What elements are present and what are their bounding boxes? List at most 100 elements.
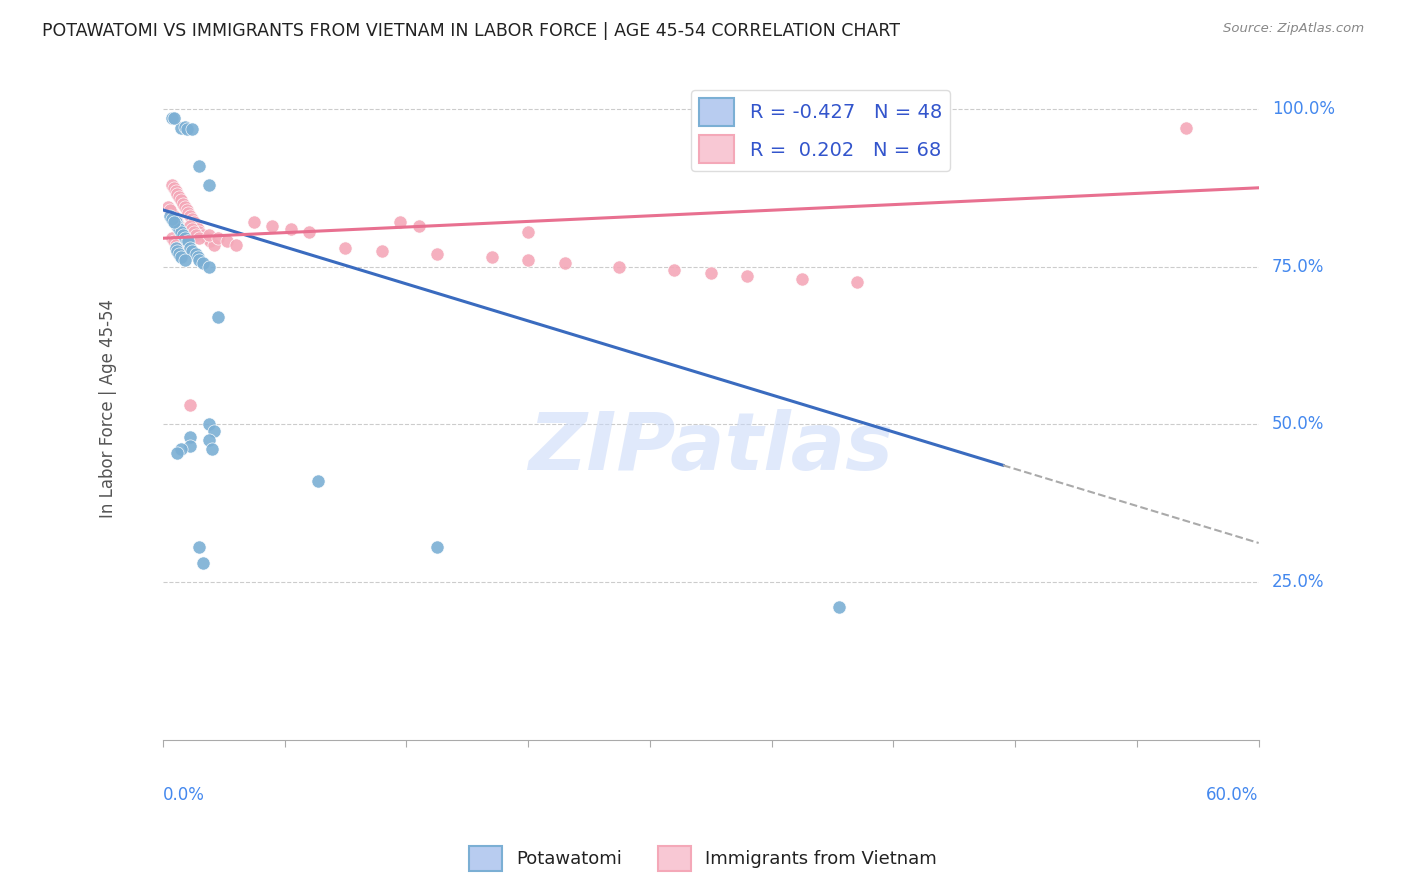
Point <box>181 122 204 136</box>
Point <box>207 310 229 324</box>
Point <box>163 112 186 126</box>
Point <box>177 206 200 220</box>
Point <box>371 244 394 258</box>
Point <box>166 244 188 258</box>
Point <box>169 221 191 235</box>
Point <box>225 237 247 252</box>
Point <box>179 219 201 233</box>
Point <box>191 256 214 270</box>
Point <box>159 202 181 217</box>
Text: 0.0%: 0.0% <box>163 786 205 804</box>
Point <box>389 215 412 229</box>
Point <box>173 200 195 214</box>
Point <box>169 247 191 261</box>
Point <box>165 241 187 255</box>
Legend: R = -0.427   N = 48, R =  0.202   N = 68: R = -0.427 N = 48, R = 0.202 N = 68 <box>692 90 949 170</box>
Point <box>188 159 211 173</box>
Point <box>169 190 191 204</box>
Point <box>609 260 631 274</box>
Point <box>187 250 209 264</box>
Point <box>426 540 449 554</box>
Text: 25.0%: 25.0% <box>1272 573 1324 591</box>
Point <box>179 241 201 255</box>
Text: Source: ZipAtlas.com: Source: ZipAtlas.com <box>1223 22 1364 36</box>
Point <box>184 228 207 243</box>
Point <box>172 228 194 243</box>
Point <box>166 219 188 233</box>
Point <box>200 235 222 249</box>
Point <box>298 225 321 239</box>
Point <box>160 206 183 220</box>
Point <box>188 231 211 245</box>
Point <box>517 225 540 239</box>
Point <box>160 178 183 192</box>
Text: ZIPatlas: ZIPatlas <box>529 409 893 487</box>
Point <box>165 212 187 227</box>
Point <box>197 260 219 274</box>
Point <box>173 253 195 268</box>
Point <box>179 209 201 223</box>
Point <box>191 556 214 570</box>
Point <box>183 215 205 229</box>
Text: 75.0%: 75.0% <box>1272 258 1324 276</box>
Point <box>215 235 238 249</box>
Point <box>172 196 194 211</box>
Point <box>195 231 218 245</box>
Point <box>170 194 193 208</box>
Point <box>197 178 219 192</box>
Point <box>481 250 503 264</box>
Point <box>202 237 225 252</box>
Point <box>170 250 193 264</box>
Point <box>280 221 302 235</box>
Point <box>179 430 201 444</box>
Point <box>262 219 284 233</box>
Point <box>183 225 205 239</box>
Point <box>184 247 207 261</box>
Point <box>188 540 211 554</box>
Point <box>160 112 183 126</box>
Point <box>166 215 188 229</box>
Point <box>159 202 181 217</box>
Point <box>307 474 329 488</box>
Point <box>197 433 219 447</box>
Point <box>207 231 229 245</box>
Point <box>157 200 180 214</box>
Point <box>202 424 225 438</box>
Point <box>664 262 686 277</box>
Point <box>179 439 201 453</box>
Point <box>1174 120 1197 135</box>
Legend: Potawatomi, Immigrants from Vietnam: Potawatomi, Immigrants from Vietnam <box>463 838 943 879</box>
Point <box>172 225 194 239</box>
Point <box>165 237 187 252</box>
Point <box>163 209 186 223</box>
Point <box>554 256 576 270</box>
Point <box>159 209 181 223</box>
Point <box>184 219 207 233</box>
Point <box>170 225 193 239</box>
Point <box>181 244 204 258</box>
Point <box>790 272 813 286</box>
Point <box>169 219 191 233</box>
Point <box>181 212 204 227</box>
Point <box>176 231 198 245</box>
Point <box>188 225 211 239</box>
Point <box>165 184 187 198</box>
Point <box>737 269 759 284</box>
Point <box>163 215 186 229</box>
Point <box>700 266 723 280</box>
Point <box>176 202 198 217</box>
Text: 50.0%: 50.0% <box>1272 416 1324 434</box>
Point <box>426 247 449 261</box>
Point <box>166 241 188 255</box>
Point <box>181 221 204 235</box>
Point <box>163 235 186 249</box>
Text: 60.0%: 60.0% <box>1206 786 1258 804</box>
Point <box>166 187 188 202</box>
Point <box>177 235 200 249</box>
Point <box>408 219 430 233</box>
Point <box>188 253 211 268</box>
Point <box>173 231 195 245</box>
Point <box>163 181 186 195</box>
Point <box>201 442 224 457</box>
Point <box>166 445 188 459</box>
